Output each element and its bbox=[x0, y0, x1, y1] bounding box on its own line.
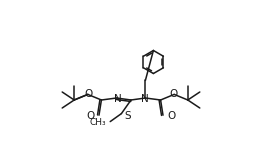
Text: O: O bbox=[167, 111, 175, 121]
Text: O: O bbox=[87, 111, 95, 121]
Text: N: N bbox=[140, 94, 148, 104]
Text: N: N bbox=[114, 94, 122, 104]
Text: CH₃: CH₃ bbox=[90, 118, 106, 127]
Text: O: O bbox=[85, 89, 93, 99]
Text: O: O bbox=[169, 89, 177, 99]
Text: S: S bbox=[124, 111, 131, 121]
